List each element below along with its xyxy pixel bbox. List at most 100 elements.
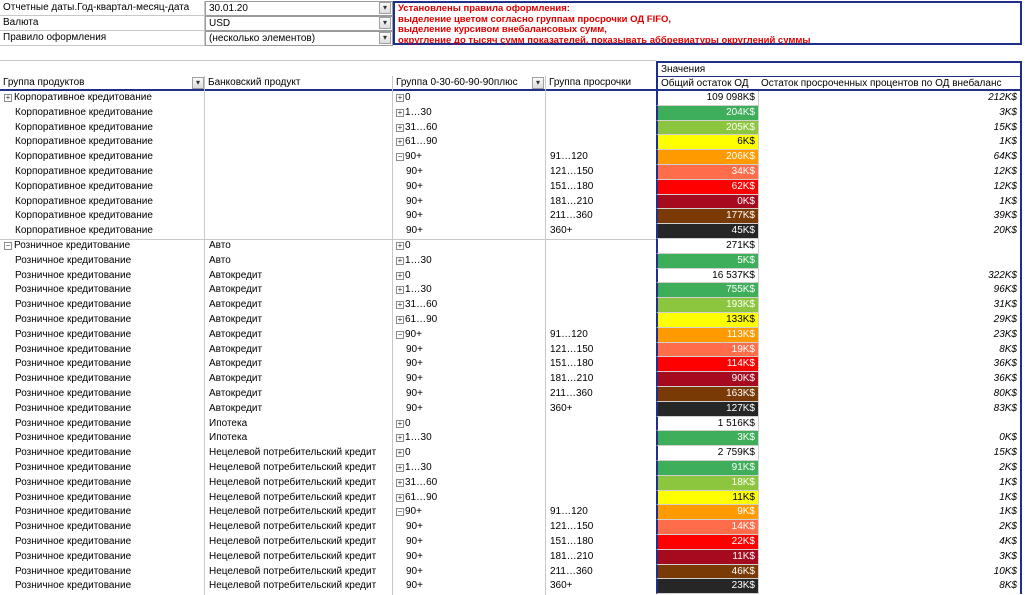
overdue-interest: 39K$: [758, 209, 1022, 225]
bank-product: Нецелевой потребительский кредит: [209, 491, 377, 503]
overdue-bucket: 1…30: [405, 432, 432, 444]
bucket-expander[interactable]: −: [396, 152, 404, 162]
product-group: Розничное кредитование: [15, 506, 132, 518]
bucket-expander[interactable]: +: [396, 448, 404, 458]
bucket-expander[interactable]: +: [396, 418, 404, 428]
bucket-expander[interactable]: +: [396, 433, 404, 443]
overdue-interest: 12K$: [758, 165, 1022, 180]
header-filter-button[interactable]: ▾: [192, 77, 204, 89]
principal-balance: 205K$: [656, 120, 758, 136]
overdue-bucket: 90+: [406, 210, 423, 222]
group-expander[interactable]: +: [4, 93, 12, 102]
principal-balance: 193K$: [656, 298, 758, 313]
bucket-expander[interactable]: +: [396, 300, 404, 310]
principal-balance: 2 759K$: [656, 446, 758, 461]
overdue-bucket: 90+: [406, 225, 423, 237]
filter-button[interactable]: ▾: [379, 17, 391, 29]
bucket-expander[interactable]: +: [396, 463, 404, 472]
overdue-interest: 64K$: [758, 150, 1022, 165]
principal-balance: 755K$: [656, 283, 758, 299]
bank-product: Автокредит: [209, 343, 263, 355]
bank-product: Нецелевой потребительский кредит: [209, 521, 377, 533]
filter-label: Правило оформления: [0, 31, 205, 46]
overdue-interest: 4K$: [758, 535, 1022, 550]
filter-value[interactable]: 30.01.20: [205, 1, 393, 16]
overdue-subgroup: 121…150: [550, 521, 594, 533]
header-filter-button[interactable]: ▾: [532, 77, 544, 89]
overdue-bucket: 90+: [406, 550, 423, 562]
bucket-expander[interactable]: +: [396, 122, 404, 132]
overdue-interest: 83K$: [758, 401, 1022, 417]
bucket-expander[interactable]: +: [396, 137, 404, 147]
overdue-bucket: 90+: [406, 536, 423, 547]
overdue-subgroup: 121…150: [550, 343, 594, 355]
bank-product: Ипотека: [209, 432, 248, 444]
bank-product: Ипотека: [209, 417, 248, 429]
bank-product: Нецелевой потребительский кредит: [209, 565, 377, 577]
overdue-subgroup: 181…210: [550, 550, 594, 562]
bucket-expander[interactable]: +: [396, 285, 404, 295]
bucket-expander[interactable]: +: [396, 107, 404, 117]
bank-product: Автокредит: [209, 269, 263, 281]
note-line: выделение цветом согласно группам просро…: [398, 13, 672, 25]
group-expander[interactable]: −: [4, 241, 12, 250]
product-group: Розничное кредитование: [15, 343, 132, 355]
bank-product: Автокредит: [209, 328, 263, 340]
overdue-bucket: 90+: [406, 195, 423, 207]
bucket-expander[interactable]: +: [396, 315, 404, 324]
product-group: Розничное кредитование: [15, 314, 132, 325]
filter-value[interactable]: (несколько элементов): [205, 31, 393, 46]
filter-button[interactable]: ▾: [379, 32, 391, 44]
product-group: Розничное кредитование: [15, 462, 132, 473]
overdue-bucket: 0: [405, 269, 411, 281]
overdue-bucket: 90+: [405, 328, 422, 340]
overdue-interest: 96K$: [758, 283, 1022, 299]
overdue-interest: 20K$: [758, 224, 1022, 239]
principal-balance: 109 098K$: [656, 91, 758, 106]
bucket-expander[interactable]: +: [396, 492, 404, 502]
overdue-bucket: 0: [405, 92, 411, 103]
overdue-bucket: 90+: [405, 506, 422, 518]
bank-product: Нецелевой потребительский кредит: [209, 447, 377, 459]
bank-product: Нецелевой потребительский кредит: [209, 476, 377, 488]
overdue-bucket: 61…90: [405, 136, 438, 148]
overdue-interest: 29K$: [758, 313, 1022, 328]
bucket-expander[interactable]: +: [396, 270, 404, 280]
bucket-expander[interactable]: −: [396, 507, 404, 517]
overdue-interest: 23K$: [758, 327, 1022, 343]
bucket-expander[interactable]: +: [396, 255, 404, 265]
overdue-bucket: 90+: [406, 565, 423, 577]
overdue-bucket: 1…30: [405, 462, 432, 473]
overdue-subgroup: 121…150: [550, 166, 594, 177]
product-group: Корпоративное кредитование: [15, 180, 153, 192]
overdue-interest: 212K$: [758, 91, 1022, 106]
principal-balance: 5K$: [656, 253, 758, 269]
filter-label: Валюта: [0, 16, 205, 31]
principal-balance: 0K$: [656, 194, 758, 210]
principal-balance: 18K$: [656, 475, 758, 491]
column-header: Группа просрочки: [546, 76, 656, 91]
overdue-subgroup: 181…210: [550, 195, 594, 207]
principal-balance: 11K$: [656, 549, 758, 565]
principal-balance: 16 537K$: [656, 268, 758, 284]
bucket-expander[interactable]: +: [396, 477, 404, 487]
product-group: Розничное кредитование: [15, 417, 132, 429]
formatting-note: Установлены правила оформления: выделение…: [393, 1, 1022, 45]
column-separator: [392, 76, 393, 595]
principal-balance: 3K$: [656, 431, 758, 447]
filter-value[interactable]: USD: [205, 16, 393, 31]
overdue-interest: [758, 416, 1022, 432]
bucket-expander[interactable]: +: [396, 241, 404, 250]
filter-button[interactable]: ▾: [379, 2, 391, 14]
overdue-subgroup: 151…180: [550, 358, 594, 370]
overdue-interest: 3K$: [758, 549, 1022, 565]
overdue-interest: 1K$: [758, 505, 1022, 521]
product-group: Корпоративное кредитование: [15, 121, 153, 133]
product-group: Розничное кредитование: [15, 521, 132, 533]
overdue-interest: 15K$: [758, 120, 1022, 136]
bucket-expander[interactable]: −: [396, 329, 404, 339]
bucket-expander[interactable]: +: [396, 93, 404, 102]
overdue-interest: 36K$: [758, 357, 1022, 373]
overdue-interest: 15K$: [758, 446, 1022, 461]
overdue-bucket: 31…60: [405, 121, 438, 133]
